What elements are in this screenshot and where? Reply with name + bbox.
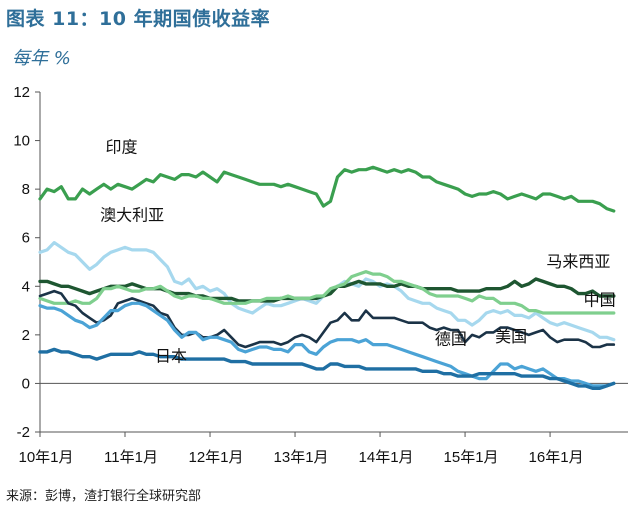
series-label-中国: 中国 [584,291,616,310]
series-label-澳大利亚: 澳大利亚 [100,206,164,225]
series-label-马来西亚: 马来西亚 [546,252,610,271]
series-label-日本: 日本 [155,347,187,366]
y-tick-label: 4 [22,278,30,295]
y-tick-label: 8 [22,181,30,198]
x-tick-label: 11年1月 [104,449,158,466]
x-tick-label: 10年1月 [18,449,73,466]
chart-axes: -2 0 2 4 6 8 10 12 10年1月 11年1月 12年1月 13年1月 14年1月 15年1… [13,84,628,466]
x-tick-label: 16年1月 [529,449,584,466]
x-tick-label: 13年1月 [274,449,329,466]
series-line-中国 [38,270,616,315]
series-label-美国: 美国 [495,327,527,346]
source-note: 来源：彭博，渣打银行全球研究部 [6,489,202,504]
series-label-印度: 印度 [105,138,137,157]
y-tick-label: 0 [22,375,30,392]
series-lines [38,165,616,390]
y-tick-label: 12 [13,84,30,101]
chart-title: 图表 11：10 年期国债收益率 [6,8,271,30]
series-line-德国 [38,301,616,388]
series-line-日本 [38,347,616,390]
x-tick-label: 12年1月 [189,449,244,466]
y-tick-label: 10 [13,133,30,150]
x-tick-label: 15年1月 [444,449,499,466]
series-label-德国: 德国 [435,330,467,349]
y-tick-label: 6 [22,230,30,247]
series-line-印度 [38,165,616,213]
y-tick-label: 2 [22,327,30,344]
series-line-马来西亚 [38,277,616,303]
y-tick-label: -2 [17,424,30,441]
y-unit-label: 每年 % [12,48,71,69]
series-line-美国 [38,289,616,349]
x-tick-label: 14年1月 [359,449,414,466]
